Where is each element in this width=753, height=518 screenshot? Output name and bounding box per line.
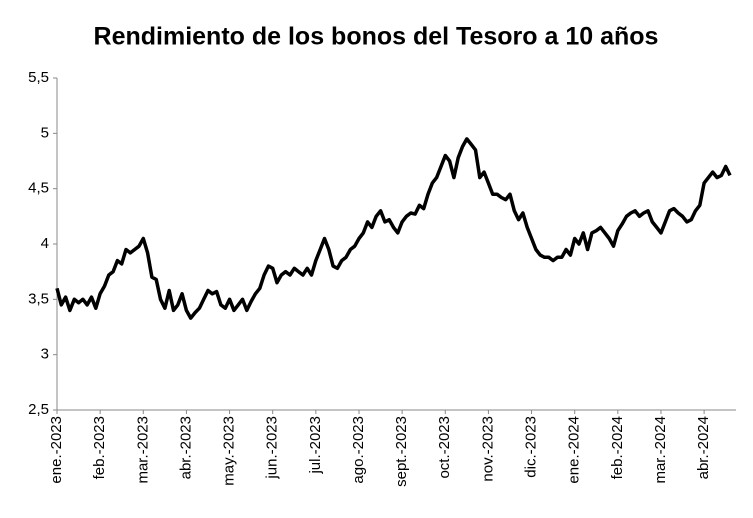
x-tick-label: nov.-2023 bbox=[479, 416, 496, 482]
y-tick-label: 2,5 bbox=[28, 401, 49, 418]
line-series bbox=[55, 137, 732, 320]
y-tick-label: 3 bbox=[41, 346, 49, 363]
x-tick-label: ene.-2024 bbox=[566, 416, 583, 484]
x-tick-label: abr.-2023 bbox=[177, 416, 194, 479]
y-tick-label: 3,5 bbox=[28, 290, 49, 307]
x-tick-label: oct.-2023 bbox=[436, 416, 453, 479]
x-tick-label: mar.-2024 bbox=[652, 416, 669, 484]
x-tick-label: ago.-2023 bbox=[350, 416, 367, 484]
x-tick-label: jun.-2023 bbox=[264, 416, 281, 480]
x-tick-label: feb.-2023 bbox=[91, 416, 108, 479]
y-tick-label: 4 bbox=[41, 235, 49, 252]
x-tick-label: ene.-2023 bbox=[48, 416, 65, 484]
y-tick-label: 5,5 bbox=[28, 69, 49, 86]
x-tick-label: sept.-2023 bbox=[393, 416, 410, 487]
y-tick-label: 5 bbox=[41, 124, 49, 141]
x-tick-label: jul.-2023 bbox=[307, 416, 324, 475]
x-tick-label: feb.-2024 bbox=[609, 416, 626, 479]
chart-title: Rendimiento de los bonos del Tesoro a 10… bbox=[94, 23, 659, 51]
x-tick-label: may.-2023 bbox=[221, 416, 238, 486]
x-tick-label: mar.-2023 bbox=[134, 416, 151, 484]
x-tick-label: abr.-2024 bbox=[695, 416, 712, 479]
x-tick-label: dic.-2023 bbox=[523, 416, 540, 478]
y-tick-label: 4,5 bbox=[28, 180, 49, 197]
